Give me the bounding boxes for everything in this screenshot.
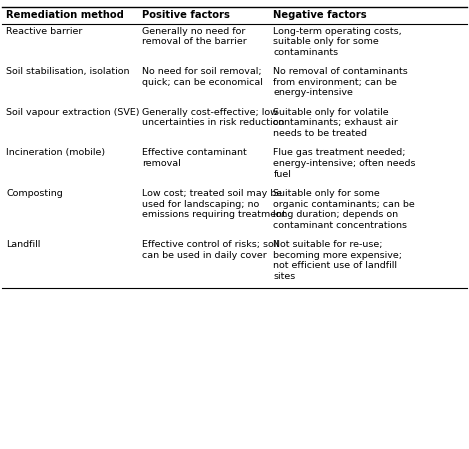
Text: can be used in daily cover: can be used in daily cover: [142, 251, 267, 260]
Text: Generally no need for: Generally no need for: [142, 27, 245, 36]
Text: suitable only for some: suitable only for some: [273, 37, 379, 46]
Text: Negative factors: Negative factors: [273, 10, 367, 20]
Text: Composting: Composting: [6, 189, 63, 198]
Text: Low cost; treated soil may be: Low cost; treated soil may be: [142, 189, 282, 198]
Text: Remediation method: Remediation method: [6, 10, 124, 20]
Text: Suitable only for volatile: Suitable only for volatile: [273, 108, 389, 117]
Text: Long-term operating costs,: Long-term operating costs,: [273, 27, 402, 36]
Text: becoming more expensive;: becoming more expensive;: [273, 251, 402, 260]
Text: Soil stabilisation, isolation: Soil stabilisation, isolation: [6, 67, 129, 76]
Text: quick; can be economical: quick; can be economical: [142, 78, 263, 87]
Text: from environment; can be: from environment; can be: [273, 78, 397, 87]
Text: uncertainties in risk reduction: uncertainties in risk reduction: [142, 119, 285, 128]
Text: contaminant concentrations: contaminant concentrations: [273, 221, 408, 230]
Text: contaminants; exhaust air: contaminants; exhaust air: [273, 119, 398, 128]
Text: Reactive barrier: Reactive barrier: [6, 27, 83, 36]
Text: removal: removal: [142, 159, 181, 168]
Text: removal of the barrier: removal of the barrier: [142, 37, 247, 46]
Text: Effective control of risks; soil: Effective control of risks; soil: [142, 240, 279, 249]
Text: energy-intensive; often needs: energy-intensive; often needs: [273, 159, 416, 168]
Text: Generally cost-effective; low: Generally cost-effective; low: [142, 108, 278, 117]
Text: Positive factors: Positive factors: [142, 10, 230, 20]
Text: Suitable only for some: Suitable only for some: [273, 189, 380, 198]
Text: fuel: fuel: [273, 170, 291, 179]
Text: long duration; depends on: long duration; depends on: [273, 210, 399, 219]
Text: No removal of contaminants: No removal of contaminants: [273, 67, 408, 76]
Text: Flue gas treatment needed;: Flue gas treatment needed;: [273, 149, 406, 158]
Text: Landfill: Landfill: [6, 240, 40, 249]
Text: needs to be treated: needs to be treated: [273, 129, 367, 138]
Text: used for landscaping; no: used for landscaping; no: [142, 200, 259, 209]
Text: not efficient use of landfill: not efficient use of landfill: [273, 261, 397, 270]
Text: Not suitable for re-use;: Not suitable for re-use;: [273, 240, 383, 249]
Text: No need for soil removal;: No need for soil removal;: [142, 67, 262, 76]
Text: Incineration (mobile): Incineration (mobile): [6, 149, 105, 158]
Text: emissions requiring treatment: emissions requiring treatment: [142, 210, 286, 219]
Text: Soil vapour extraction (SVE): Soil vapour extraction (SVE): [6, 108, 140, 117]
Text: energy-intensive: energy-intensive: [273, 88, 353, 97]
Text: contaminants: contaminants: [273, 48, 339, 57]
Text: sites: sites: [273, 272, 295, 281]
Text: organic contaminants; can be: organic contaminants; can be: [273, 200, 415, 209]
Text: Effective contaminant: Effective contaminant: [142, 149, 247, 158]
